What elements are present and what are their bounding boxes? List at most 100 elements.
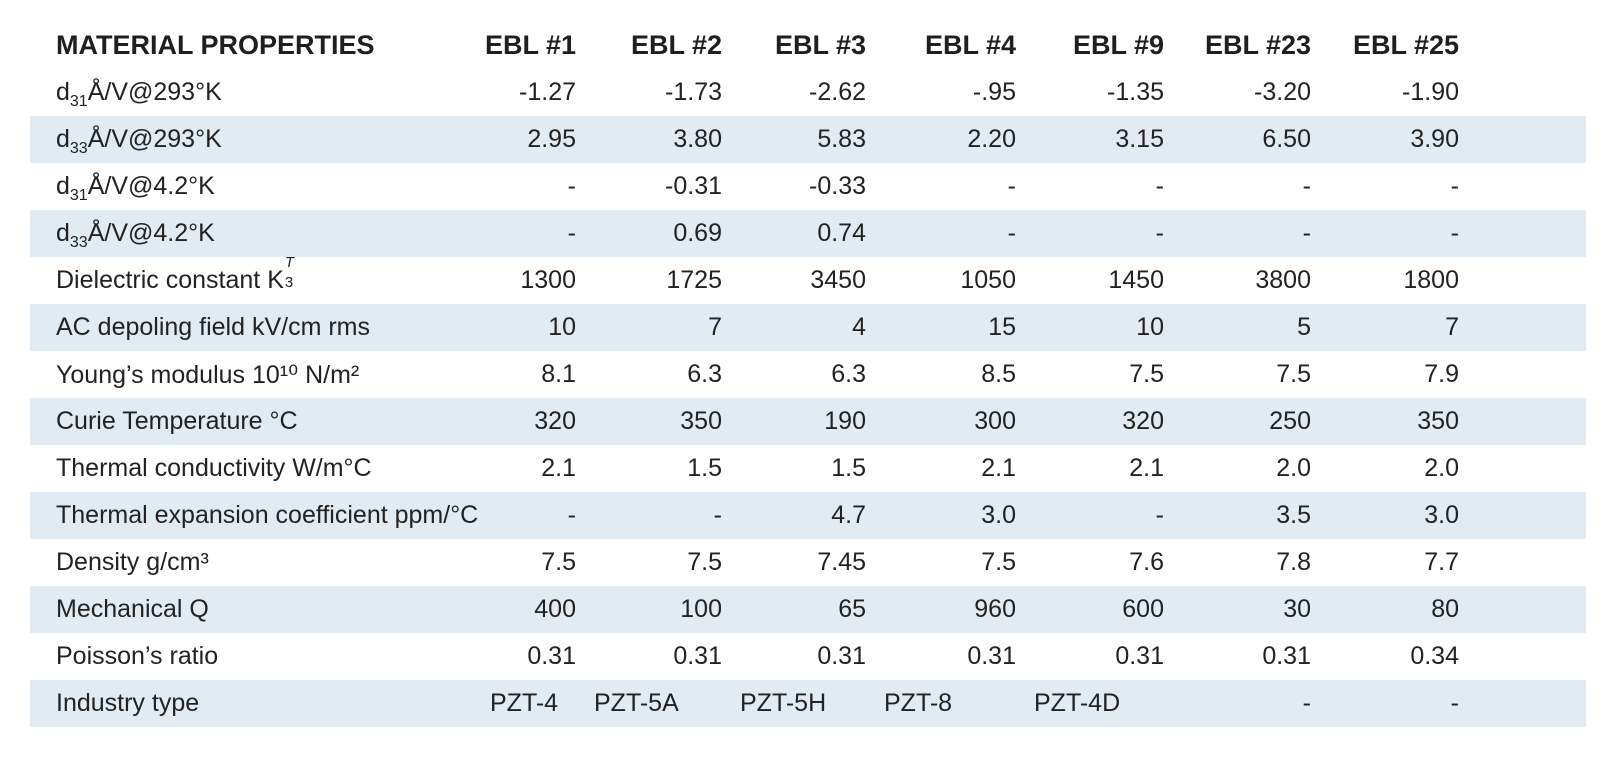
row-label-sub: 3 bbox=[284, 274, 294, 291]
header-ebl-4: EBL #4 bbox=[924, 30, 1016, 60]
table-cell: 6.3 bbox=[687, 360, 722, 388]
table-cell: - bbox=[1155, 501, 1164, 529]
table-cell: - bbox=[1007, 172, 1016, 200]
table-cell: 1300 bbox=[520, 266, 576, 294]
table-row: Young’s modulus 10¹⁰ N/m² 8.1 6.3 6.3 8.5 7.5… bbox=[30, 351, 1586, 398]
table-cell: 0.74 bbox=[817, 219, 866, 247]
row-label-text: Poisson’s ratio bbox=[56, 642, 219, 670]
table-cell: 3.80 bbox=[673, 125, 722, 153]
table-cell: 1450 bbox=[1108, 266, 1164, 294]
table-cell: PZT-4 bbox=[490, 689, 559, 717]
table-cell: 4 bbox=[852, 313, 866, 341]
row-label: Density g/cm³ bbox=[30, 539, 472, 586]
row-label-text: Thermal conductivity W/m°C bbox=[56, 454, 372, 482]
table-cell: 300 bbox=[974, 407, 1016, 435]
row-label-suffix: Å/V@293°K bbox=[87, 78, 222, 106]
table-cell: - bbox=[1155, 172, 1164, 200]
table-cell: -1.35 bbox=[1107, 78, 1164, 106]
table-cell: 65 bbox=[838, 595, 866, 623]
header-row: MATERIAL PROPERTIES EBL #1 EBL #2 EBL #3… bbox=[30, 22, 1586, 69]
table-cell: 2.1 bbox=[1129, 454, 1164, 482]
header-ebl-23: EBL #23 bbox=[1204, 30, 1311, 60]
row-spacer bbox=[1459, 398, 1586, 445]
table-cell: - bbox=[567, 501, 576, 529]
row-label: Mechanical Q bbox=[30, 586, 472, 633]
table-row: Density g/cm³ 7.5 7.5 7.45 7.5 7.6 7.8 7.7 bbox=[30, 539, 1586, 586]
row-label-text: AC depoling field kV/cm rms bbox=[56, 313, 371, 341]
table-cell: 7.45 bbox=[817, 548, 866, 576]
table-cell: - bbox=[1450, 689, 1459, 717]
row-label-text: Curie Temperature °C bbox=[56, 407, 298, 435]
table-cell: -0.33 bbox=[809, 172, 866, 200]
table-cell: 7.5 bbox=[687, 548, 722, 576]
table-cell: 15 bbox=[988, 313, 1016, 341]
table-cell: 0.31 bbox=[1115, 642, 1164, 670]
table-cell: PZT-4D bbox=[1034, 689, 1121, 717]
row-spacer bbox=[1459, 539, 1586, 586]
header-ebl-3: EBL #3 bbox=[774, 30, 866, 60]
table-cell: - bbox=[1302, 219, 1311, 247]
row-label-prefix: d bbox=[56, 125, 70, 153]
row-label: d33Å/V@293°K bbox=[30, 116, 472, 163]
row-label-prefix: d bbox=[56, 219, 70, 247]
table-cell: 0.31 bbox=[817, 642, 866, 670]
row-label-sub: 31 bbox=[69, 187, 88, 204]
table-cell: 1050 bbox=[960, 266, 1016, 294]
row-label-suffix: Å/V@4.2°K bbox=[87, 219, 215, 247]
table-cell: 250 bbox=[1269, 407, 1311, 435]
table-row: Curie Temperature °C 320 350 190 300 320 250 35… bbox=[30, 398, 1586, 445]
table-row: Dielectric constant K T 3 1300 1725 3450 1050 1… bbox=[30, 254, 1586, 304]
row-spacer bbox=[1459, 351, 1586, 398]
table-cell: 7.5 bbox=[541, 548, 576, 576]
table-cell: 350 bbox=[1417, 407, 1459, 435]
table-cell: 4.7 bbox=[831, 501, 866, 529]
row-label-suffix: Å/V@4.2°K bbox=[87, 172, 215, 200]
table-row: Thermal expansion coefficient ppm/°C - - 4.… bbox=[30, 492, 1586, 539]
table-cell: 8.5 bbox=[981, 360, 1016, 388]
row-spacer bbox=[1459, 586, 1586, 633]
row-label: Industry type bbox=[30, 680, 472, 727]
table-cell: 3.15 bbox=[1115, 125, 1164, 153]
row-spacer bbox=[1459, 69, 1586, 116]
table-cell: 3.0 bbox=[981, 501, 1016, 529]
row-spacer bbox=[1459, 210, 1586, 257]
row-spacer bbox=[1459, 492, 1586, 539]
row-spacer bbox=[1459, 680, 1586, 727]
table-cell: 10 bbox=[548, 313, 576, 341]
row-label: Poisson’s ratio bbox=[30, 633, 472, 680]
table-cell: - bbox=[1302, 689, 1311, 717]
row-label-text: Young’s modulus 10¹⁰ N/m² bbox=[56, 360, 360, 389]
table-cell: 0.31 bbox=[1262, 642, 1311, 670]
row-label-prefix: d bbox=[56, 172, 70, 200]
table-row: d31Å/V@293°K -1.27 -1.73 -2.62 -.95 -1.35 -3.2… bbox=[30, 69, 1586, 116]
row-label: Thermal expansion coefficient ppm/°C bbox=[30, 492, 478, 539]
table-cell: - bbox=[1007, 219, 1016, 247]
table-cell: 6.50 bbox=[1262, 125, 1311, 153]
row-label-text: Mechanical Q bbox=[56, 595, 209, 623]
row-label-suffix: Å/V@293°K bbox=[87, 125, 222, 153]
table-row: Thermal conductivity W/m°C 2.1 1.5 1.5 2.1 2.… bbox=[30, 445, 1586, 492]
table-row: d31Å/V@4.2°K - -0.31 -0.33 - - - - bbox=[30, 163, 1586, 210]
table-row: d33Å/V@293°K 2.95 3.80 5.83 2.20 3.15 6.50 3.90 bbox=[30, 116, 1586, 163]
table-cell: 6.3 bbox=[831, 360, 866, 388]
row-label-prefix: Dielectric constant K bbox=[56, 266, 284, 294]
table-cell: 0.31 bbox=[673, 642, 722, 670]
table-cell: 5.83 bbox=[817, 125, 866, 153]
row-label-text: Thermal expansion coefficient ppm/°C bbox=[56, 501, 479, 529]
table-cell: - bbox=[1155, 219, 1164, 247]
row-spacer bbox=[1459, 257, 1586, 304]
table-cell: PZT-5H bbox=[740, 689, 827, 717]
table-cell: 7.5 bbox=[1276, 360, 1311, 388]
table-cell: PZT-8 bbox=[884, 689, 953, 717]
table-cell: -.95 bbox=[972, 78, 1016, 106]
table-cell: -3.20 bbox=[1254, 78, 1311, 106]
table-row: d33Å/V@4.2°K - 0.69 0.74 - - - - bbox=[30, 210, 1586, 257]
row-label: d31Å/V@293°K bbox=[30, 69, 472, 116]
table-cell: 7.5 bbox=[1129, 360, 1164, 388]
table-row: AC depoling field kV/cm rms 10 7 4 15 10 5 7 bbox=[30, 304, 1586, 351]
row-label-sub: 33 bbox=[69, 234, 88, 251]
row-label: Young’s modulus 10¹⁰ N/m² bbox=[30, 351, 472, 398]
table-cell: PZT-5A bbox=[594, 689, 679, 717]
row-label-prefix: d bbox=[56, 78, 70, 106]
